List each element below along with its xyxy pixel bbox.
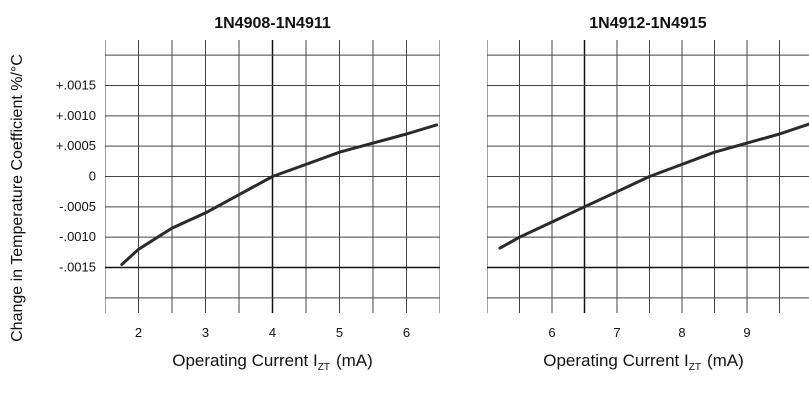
panel-1n4908-1n4911: 1N4908-1N4911 +.0015 +.0010 +.0005 0 -.0005 -.…	[56, 15, 440, 373]
y-tick-label: 0	[89, 169, 96, 184]
x-tick-label: 6	[548, 325, 555, 340]
x-tick-label: 4	[269, 325, 276, 340]
chart-title: 1N4912-1N4915	[589, 15, 707, 32]
y-tick-label: +.0010	[56, 108, 96, 123]
x-tick-label: 6	[403, 325, 410, 340]
x-tick-label: 7	[613, 325, 620, 340]
chart-title: 1N4908-1N4911	[214, 15, 331, 32]
x-tick-label: 5	[336, 325, 343, 340]
x-tick-label: 2	[135, 325, 142, 340]
x-tick-label: 8	[678, 325, 685, 340]
x-tick-label: 9	[743, 325, 750, 340]
x-axis-label: Operating Current IZT (mA)	[543, 351, 744, 373]
x-axis-label: Operating Current IZT (mA)	[172, 351, 373, 373]
y-axis-label: Change in Temperature Coefficient %/°C	[9, 54, 26, 342]
y-tick-label: -.0005	[59, 199, 96, 214]
y-tick-label: -.0015	[59, 260, 96, 275]
series-line	[120, 123, 439, 266]
y-tick-label: +.0005	[56, 138, 96, 153]
panel-1n4912-1n4915: 1N4912-1N4915 6 7 8 9 Operating Current IZT (m…	[487, 15, 809, 373]
y-tick-label: -.0010	[59, 229, 96, 244]
y-tick-label: +.0015	[56, 78, 96, 93]
grid	[487, 40, 809, 313]
series-line	[498, 122, 809, 250]
x-tick-label: 3	[202, 325, 209, 340]
